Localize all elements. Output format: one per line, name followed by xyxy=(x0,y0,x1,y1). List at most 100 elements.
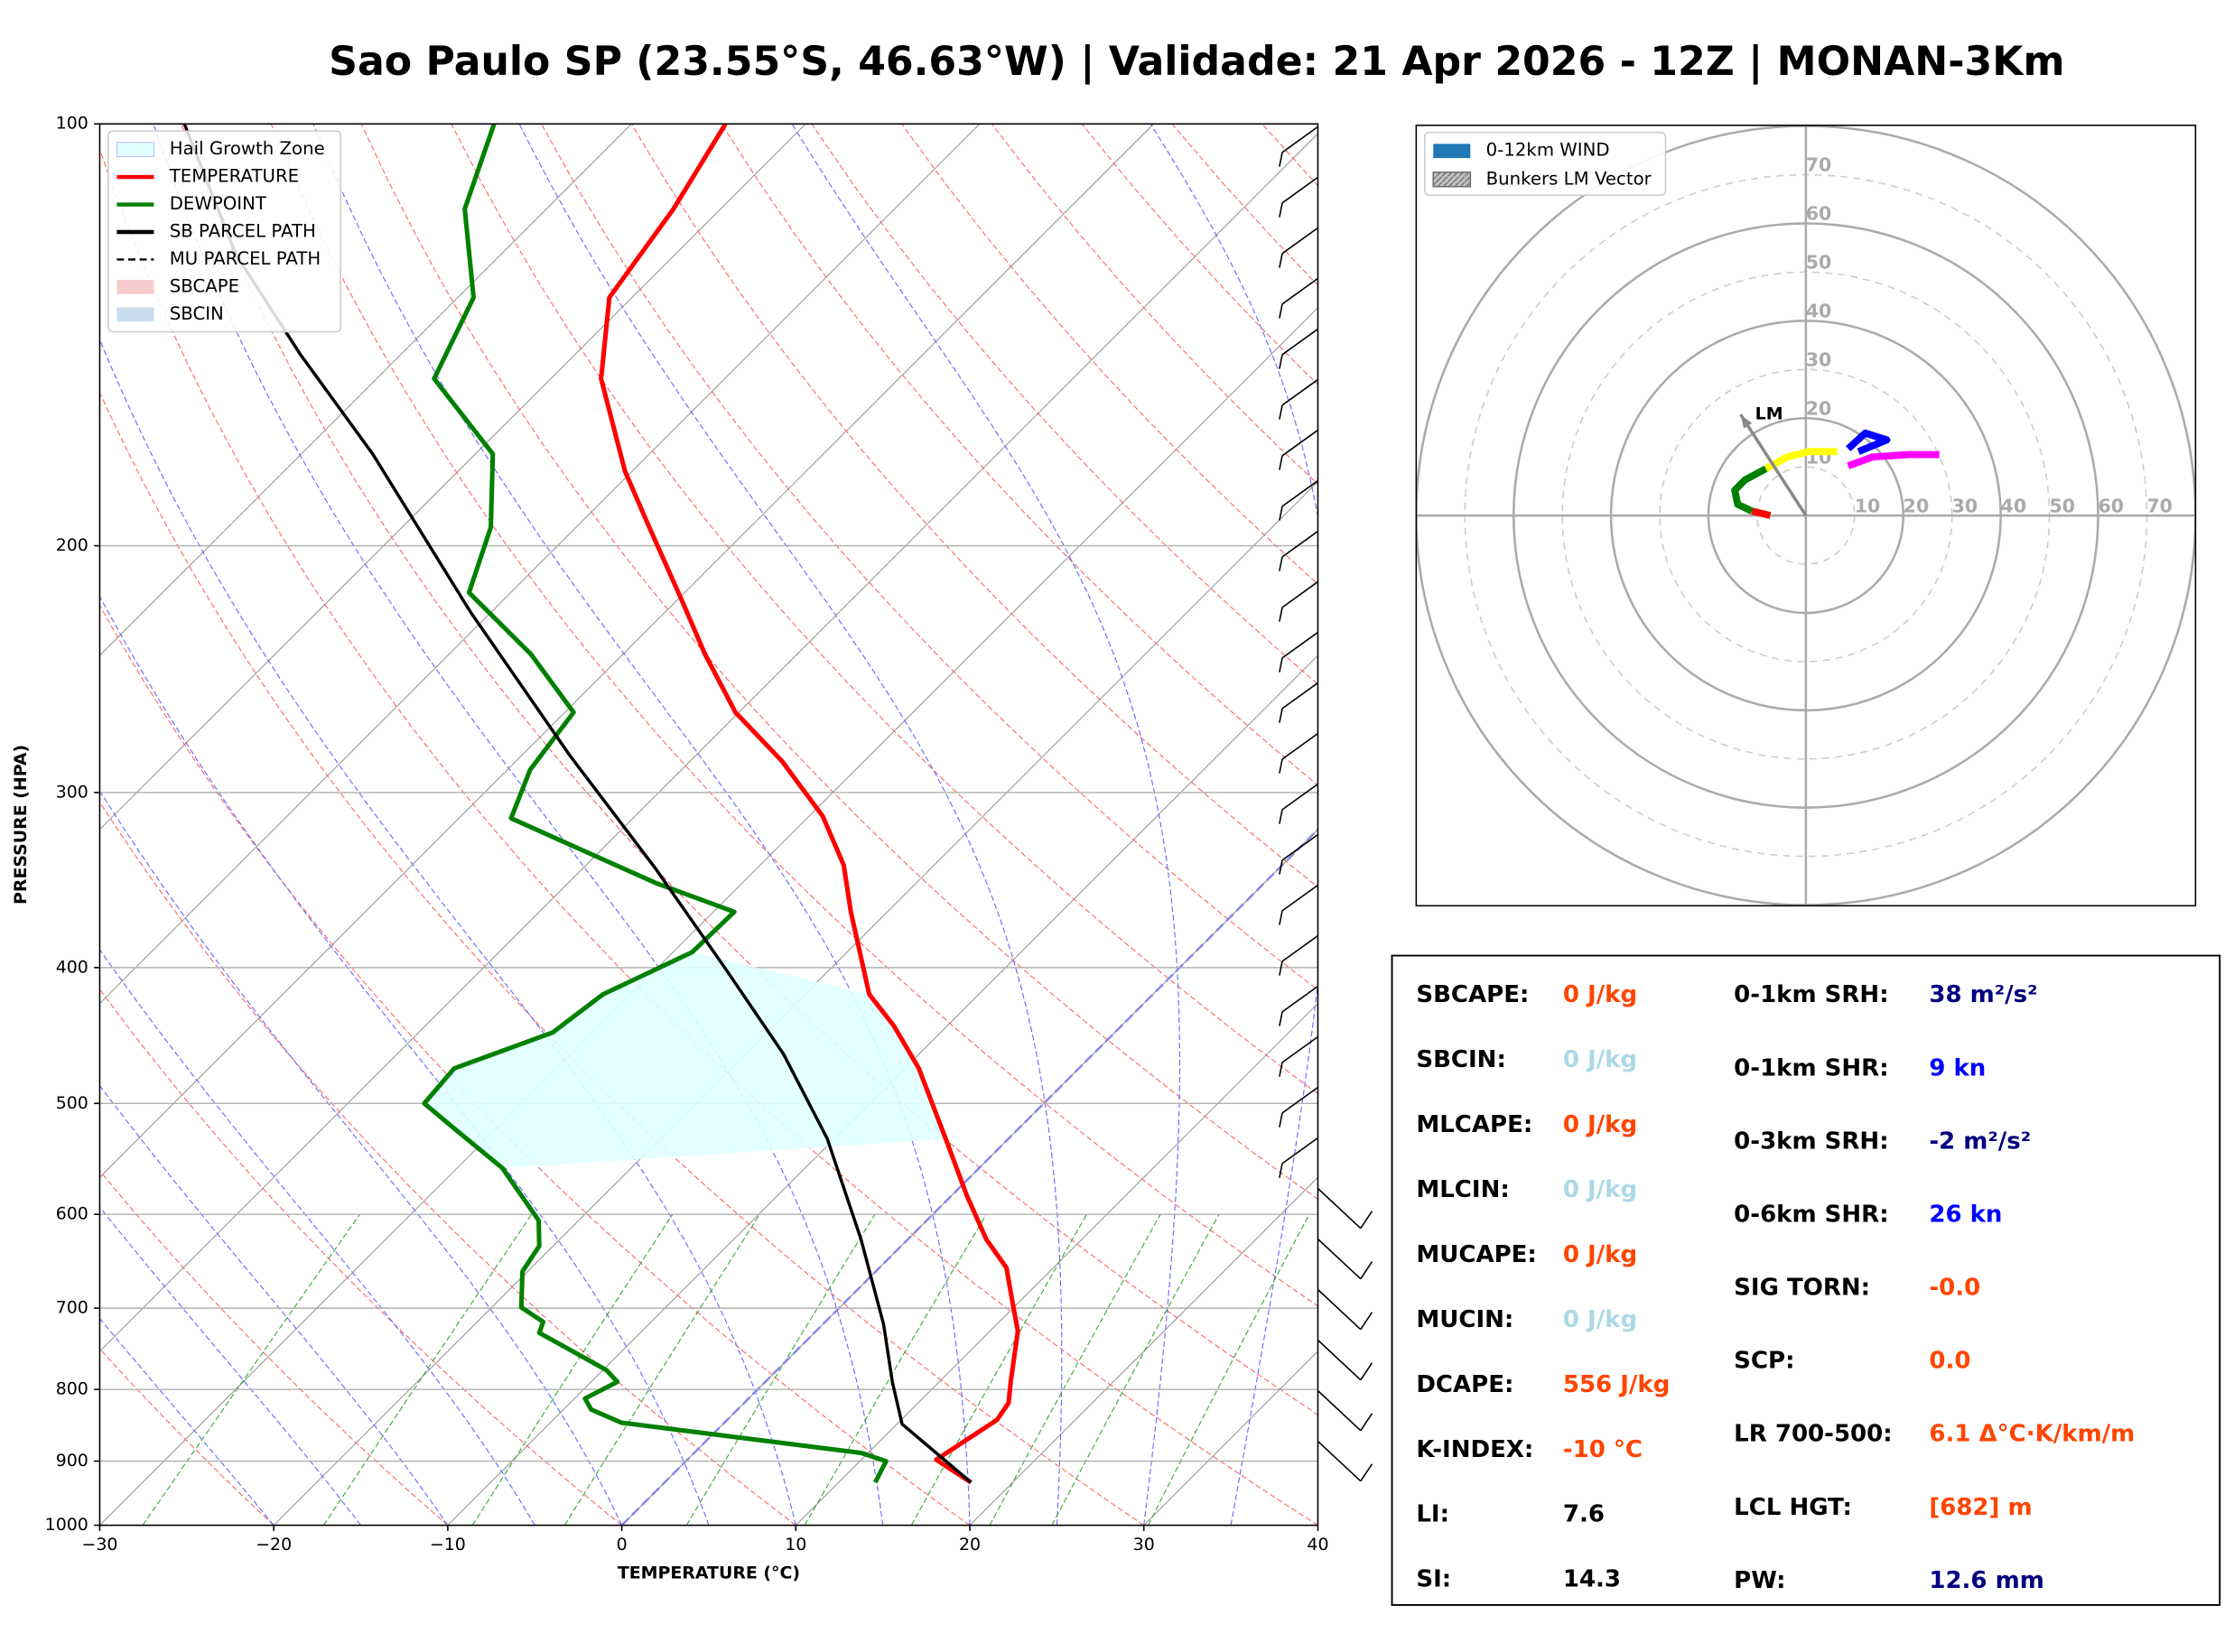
hodograph-segment xyxy=(1751,507,1772,519)
x-tick-label: 40 xyxy=(1307,1535,1328,1555)
ring-label: 40 xyxy=(1806,300,1832,321)
stat-label: LR 700-500: xyxy=(1734,1421,1892,1448)
isotherm xyxy=(99,124,632,656)
barb-feather xyxy=(1279,607,1283,622)
isotherm xyxy=(447,654,1318,1526)
mixing-ratio-line xyxy=(1148,1213,1310,1526)
barb-feather xyxy=(1279,556,1283,571)
legend-box xyxy=(107,130,341,333)
barb-staff xyxy=(1281,580,1318,608)
hodograph-segment xyxy=(1847,450,1940,469)
dry-adiabat xyxy=(181,124,1318,1415)
moist-adiabat xyxy=(312,124,971,1526)
isotherm xyxy=(99,133,1318,1352)
stat-label: MLCAPE: xyxy=(1416,1111,1532,1138)
barb-feather xyxy=(1279,1112,1283,1128)
barb-feather xyxy=(1279,758,1283,774)
stat-value: 6.1 Δ°C·K/km/m xyxy=(1929,1421,2135,1448)
stats-panel: SBCAPE: 0 J/kg SBCIN: 0 J/kg MLCAPE: 0 J/kg ML… xyxy=(1391,954,2221,1606)
barb-staff xyxy=(1317,1288,1362,1331)
plot-frame xyxy=(98,123,1319,1527)
legend-swatch xyxy=(116,142,154,157)
dry-adiabat xyxy=(99,1348,275,1526)
barb-staff xyxy=(1281,732,1318,760)
barb-feather xyxy=(1279,455,1283,470)
moist-adiabat xyxy=(791,124,1180,1526)
stat-label: 0-1km SHR: xyxy=(1734,1054,1888,1081)
barb-feather xyxy=(1279,859,1283,875)
stat-value: 38 m²/s² xyxy=(1929,981,2037,1008)
barb-feather xyxy=(1279,809,1283,824)
barb-staff xyxy=(1317,1440,1362,1482)
stat-value: 0.0 xyxy=(1929,1348,1970,1375)
barb-feather xyxy=(1279,253,1283,268)
barb-staff xyxy=(1281,429,1318,457)
ring-label: 70 xyxy=(2146,496,2173,517)
stat-value: 0 J/kg xyxy=(1563,1241,1637,1268)
moist-adiabat xyxy=(153,124,884,1526)
moist-adiabat xyxy=(99,595,710,1526)
barb-feather xyxy=(1279,303,1283,319)
stat-label: SCP: xyxy=(1734,1348,1794,1375)
y-axis-title: PRESSURE (HPA) xyxy=(11,745,31,905)
wind-barbs xyxy=(1279,125,1373,1482)
x-tick-label: 0 xyxy=(617,1535,628,1555)
legend-swatch xyxy=(1433,144,1471,159)
stat-label: MUCIN: xyxy=(1416,1306,1513,1333)
stat-value: 26 kn xyxy=(1929,1201,2002,1228)
stat-label: 0-6km SHR: xyxy=(1734,1201,1888,1228)
barb-feather xyxy=(1279,910,1283,925)
barb-feather xyxy=(1279,404,1283,420)
legend-swatch xyxy=(116,279,154,294)
moist-adiabat xyxy=(518,124,1063,1526)
barb-staff xyxy=(1281,479,1318,507)
x-tick-label: −20 xyxy=(256,1535,292,1555)
stats-box xyxy=(1391,954,2221,1606)
x-tick-label: 10 xyxy=(785,1535,806,1555)
barb-staff xyxy=(1281,1035,1318,1063)
barb-staff xyxy=(1281,125,1318,153)
ring-label: 20 xyxy=(1904,496,1930,517)
moist-adiabat xyxy=(99,338,796,1526)
barb-staff xyxy=(1281,176,1318,204)
background-lines xyxy=(99,124,1318,1526)
barb-staff xyxy=(1281,884,1318,912)
barb-staff xyxy=(1281,833,1318,861)
ring-label: 20 xyxy=(1806,398,1832,420)
y-tick-label: 400 xyxy=(56,957,88,977)
stat-value: 0 J/kg xyxy=(1563,1176,1637,1203)
ring-label: 60 xyxy=(2098,496,2124,517)
barb-feather xyxy=(1279,708,1283,723)
y-tick-label: 900 xyxy=(56,1451,88,1471)
barb-feather xyxy=(1360,1362,1373,1381)
isotherm xyxy=(273,480,1318,1526)
stat-value: 9 kn xyxy=(1929,1054,1986,1081)
legend-label: DEWPOINT xyxy=(170,193,267,214)
ring-label: 30 xyxy=(1806,349,1832,371)
legend: Hail Growth Zone TEMPERATURE DEWPOINT SB PA… xyxy=(107,130,341,333)
stat-label: MUCAPE: xyxy=(1416,1241,1536,1268)
moist-adiabat xyxy=(1150,124,1318,1526)
isotherm xyxy=(969,1176,1318,1526)
profile-line xyxy=(422,124,889,1484)
barb-feather xyxy=(1360,1413,1373,1432)
ring-label: 40 xyxy=(2001,496,2027,517)
isotherm xyxy=(99,124,981,1005)
x-tick-label: −10 xyxy=(430,1535,466,1555)
stat-label: 0-3km SRH: xyxy=(1734,1128,1888,1155)
moist-adiabat xyxy=(99,948,535,1526)
stat-label: K-INDEX: xyxy=(1416,1436,1533,1463)
barb-staff xyxy=(1281,328,1318,356)
barb-staff xyxy=(1281,934,1318,962)
barb-feather xyxy=(1360,1211,1373,1230)
stat-label: 0-1km SRH: xyxy=(1734,981,1888,1008)
ring-label: 70 xyxy=(1806,153,1832,175)
isotherm xyxy=(99,124,806,831)
barb-feather xyxy=(1279,354,1283,369)
dry-adiabat xyxy=(99,147,1318,1526)
y-tick-label: 700 xyxy=(56,1298,88,1318)
isotherm xyxy=(99,124,1154,1178)
hodograph-frame xyxy=(1415,125,2197,907)
dry-adiabat xyxy=(360,124,1318,1201)
